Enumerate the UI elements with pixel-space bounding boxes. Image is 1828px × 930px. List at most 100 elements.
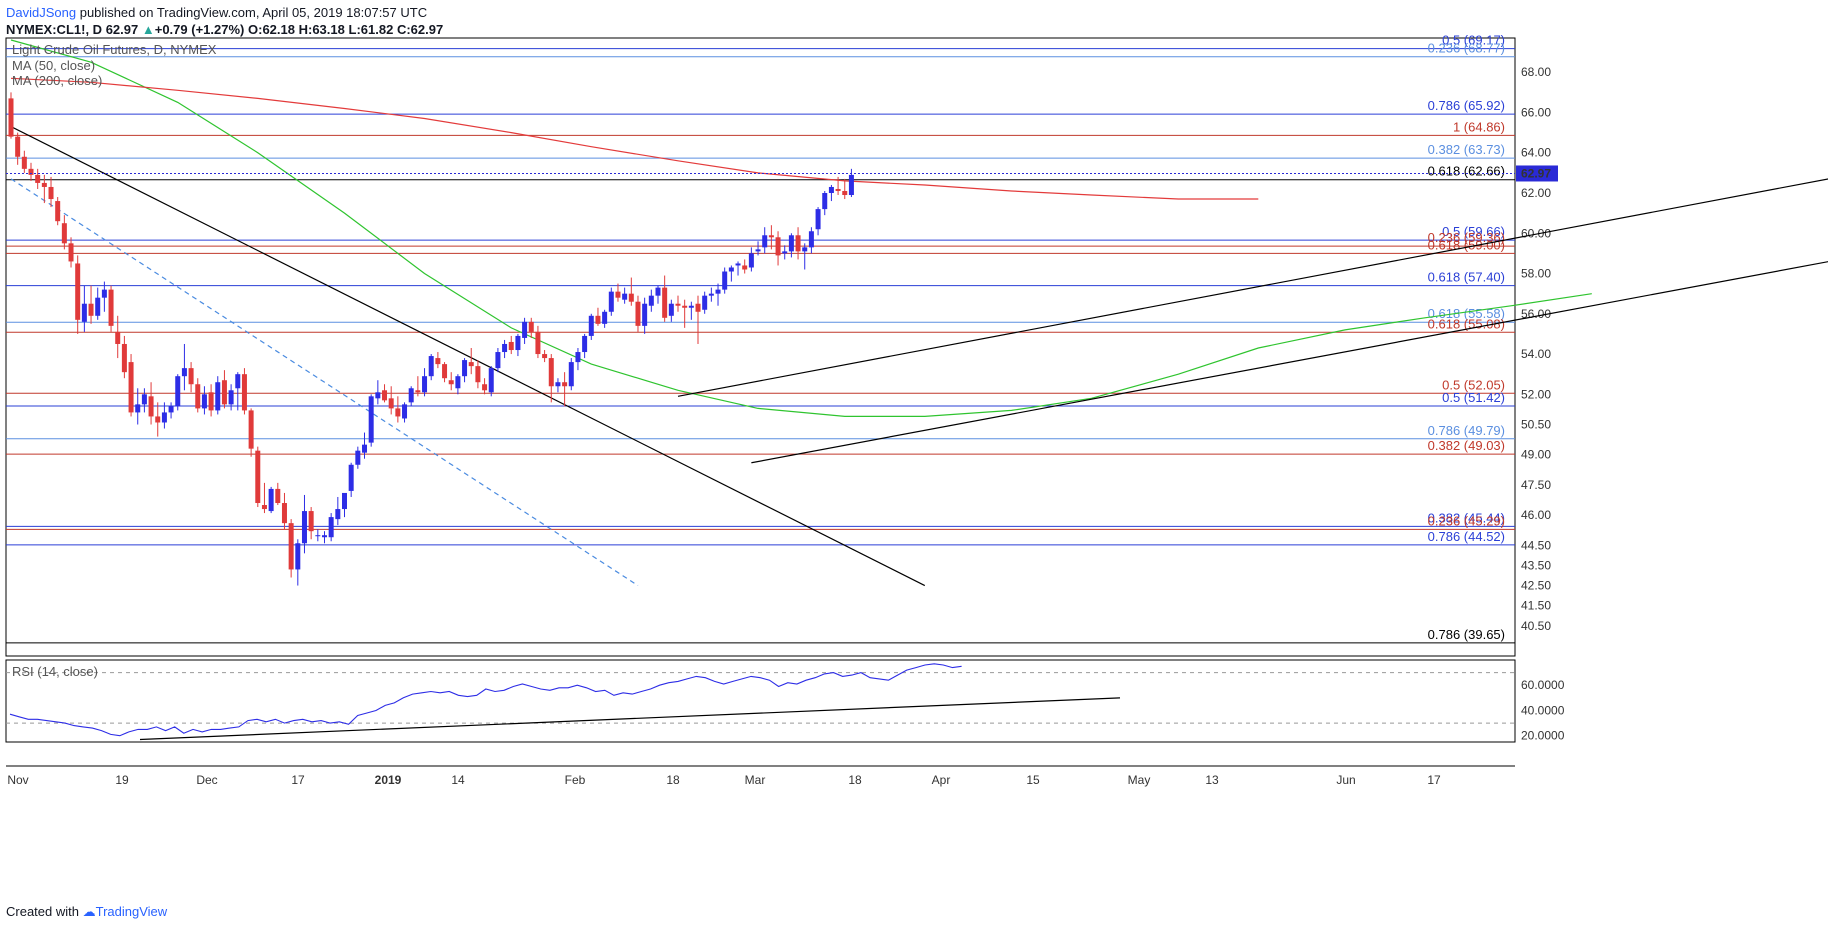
candle-body [128,362,134,413]
candle-body [168,406,174,413]
y-axis-tick-label: 64.00 [1521,146,1551,160]
price-pane-frame [5,37,1516,657]
candle-body [708,293,714,296]
candle-body [668,303,674,316]
last-price-tag-label: 62.97 [1521,166,1551,180]
publish-info: DavidJSong published on TradingView.com,… [6,5,427,20]
candle-body [121,343,127,373]
created-with-text: Created with [6,904,79,919]
candle-body [548,358,554,387]
candle-body [281,503,287,524]
fib-level-label: 0.382 (49.03) [1428,438,1505,453]
candle-body [308,511,314,532]
candle-body [188,368,194,385]
rsi-line [9,663,962,737]
candle-body [555,382,561,387]
candle-body [362,444,368,453]
ohlc-bar: NYMEX:CL1!, D 62.97 ▲+0.79 (+1.27%) O:62… [6,22,443,37]
candle-body [21,156,27,169]
last-price: 62.97 [105,22,139,37]
candle-body [328,517,334,538]
fib-level-label: 0.5 (52.05) [1442,377,1505,392]
candle-body [795,235,801,252]
tradingview-logo-icon[interactable]: ☁ [82,904,96,919]
low-value: 61.82 [360,22,394,37]
candle-body [215,382,221,411]
low-label: L: [348,22,361,37]
candle-body [688,305,694,308]
x-axis-tick-label: Apr [932,773,951,787]
candle-body [88,303,94,316]
candle-body [502,343,508,353]
fib-level-label: 0.618 (57.40) [1428,270,1505,285]
candle-body [635,301,641,326]
candle-body [575,352,581,363]
candle-body [488,368,494,393]
rsi-y-tick-label: 20.0000 [1521,729,1565,743]
candle-body [735,263,741,266]
published-text: published on TradingView.com, April 05, … [76,5,428,20]
candle-body [261,505,267,510]
candle-body [382,390,388,401]
y-axis-tick-label: 58.00 [1521,267,1551,281]
candle-body [415,390,421,393]
candle-body [848,174,854,196]
candle-body [428,356,434,377]
change-up-icon: ▲ [141,22,155,37]
y-axis-tick-label: 52.00 [1521,387,1551,401]
tradingview-link[interactable]: TradingView [95,904,168,919]
fib-level-label: 0.618 (55.08) [1428,316,1505,331]
change-value: +0.79 (+1.27%) [154,22,245,37]
candle-body [615,291,621,298]
candle-body [321,535,327,538]
candle-body [375,392,381,399]
y-axis-tick-label: 46.00 [1521,508,1551,522]
candle-body [55,201,61,222]
candle-body [235,374,241,389]
candle-body [815,209,821,230]
candle-body [248,410,254,449]
candle-body [61,223,67,244]
open-value: 62.18 [262,22,295,37]
author-link[interactable]: DavidJSong [6,5,77,20]
ma50-line [10,39,1592,417]
candle-body [81,303,87,322]
open-label: O: [247,22,263,37]
candle-body [181,368,187,377]
candle-body [822,193,828,210]
fib-level-label: 0.786 (39.65) [1428,627,1505,642]
candle-body [368,396,374,443]
fib-level-label: 0.618 (62.66) [1428,164,1505,179]
candle-body [175,376,181,407]
x-axis-tick-label: 18 [666,773,680,787]
y-axis-tick-label: 60.00 [1521,226,1551,240]
candle-body [482,384,488,391]
candle-body [355,450,361,465]
candle-body [141,394,147,405]
x-axis-tick-label: 18 [848,773,862,787]
rsi-y-tick-label: 40.0000 [1521,703,1565,717]
candle-body [782,251,788,254]
x-axis-tick-label: 2019 [375,773,402,787]
fib-level-label: 0.5 (69.17) [1442,33,1505,48]
trendline [10,178,639,587]
candle-body [135,404,141,413]
footer: Created with ☁TradingView [6,904,167,920]
candle-body [221,380,227,405]
y-axis-tick-label: 66.00 [1521,105,1551,119]
fib-level-label: 0.382 (63.73) [1428,142,1505,157]
x-axis-tick-label: 15 [1026,773,1040,787]
x-axis-tick-label: 17 [1427,773,1441,787]
candle-body [695,303,701,312]
candle-body [342,492,347,510]
candle-body [768,235,774,238]
candle-body [748,253,754,268]
y-axis-tick-label: 41.50 [1521,599,1551,613]
candle-body [588,315,594,336]
rsi-y-tick-label: 60.0000 [1521,678,1565,692]
fib-level-label: 0.382 (45.44) [1428,510,1505,525]
high-value: 63.18 [312,22,345,37]
candle-body [622,293,628,300]
candle-body [808,231,814,248]
